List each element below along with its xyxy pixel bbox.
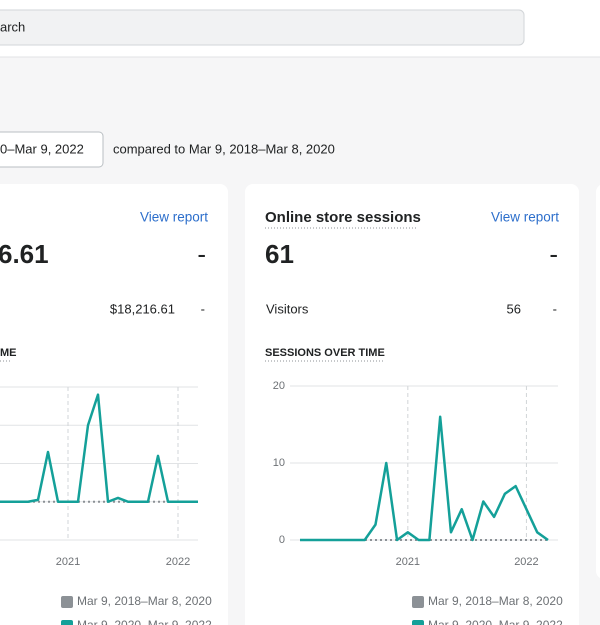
breakdown-value: $18,216.61: [110, 301, 175, 316]
search-placeholder: arch: [0, 19, 25, 34]
legend-swatch: [412, 596, 424, 608]
data-line: [300, 415, 549, 542]
card: [0, 184, 228, 625]
chart-title: SESSIONS OVER TIME: [265, 347, 385, 359]
x-tick-label: 2021: [56, 556, 80, 568]
change: -: [549, 239, 558, 269]
breakdown-value: 56: [507, 301, 521, 316]
legend-label: Mar 9, 2020–Mar 9, 2022: [77, 618, 212, 625]
data-line: [0, 393, 198, 503]
breakdown-change: -: [553, 301, 557, 316]
total: 61: [265, 239, 294, 269]
change: -: [197, 239, 206, 269]
y-tick-label: 10: [273, 457, 285, 469]
total: 6.61: [0, 239, 49, 269]
legend-label: Mar 9, 2018–Mar 8, 2020: [77, 594, 212, 608]
view-report-link[interactable]: View report: [140, 210, 208, 225]
y-tick-label: 20: [273, 380, 285, 392]
legend-label: Mar 9, 2018–Mar 8, 2020: [428, 594, 563, 608]
comparison-text: compared to Mar 9, 2018–Mar 8, 2020: [113, 141, 335, 156]
y-tick-label: 0: [279, 534, 285, 546]
x-tick-label: 2022: [166, 556, 190, 568]
view-report-link[interactable]: View report: [491, 210, 559, 225]
breakdown-change: -: [201, 301, 205, 316]
legend-swatch: [61, 596, 73, 608]
x-tick-label: 2021: [396, 556, 420, 568]
date-button-label: 0–Mar 9, 2022: [0, 141, 84, 156]
legend-swatch: [61, 620, 73, 625]
legend-swatch: [412, 620, 424, 625]
card: [596, 185, 600, 578]
search-box[interactable]: [0, 9, 525, 46]
card-title: Online store sessions: [265, 209, 421, 226]
breakdown-label: Visitors: [266, 301, 309, 316]
legend-label: Mar 9, 2020–Mar 9, 2022: [428, 618, 563, 625]
chart-title: ME: [0, 347, 17, 359]
x-tick-label: 2022: [514, 556, 538, 568]
date-button[interactable]: [0, 131, 104, 168]
